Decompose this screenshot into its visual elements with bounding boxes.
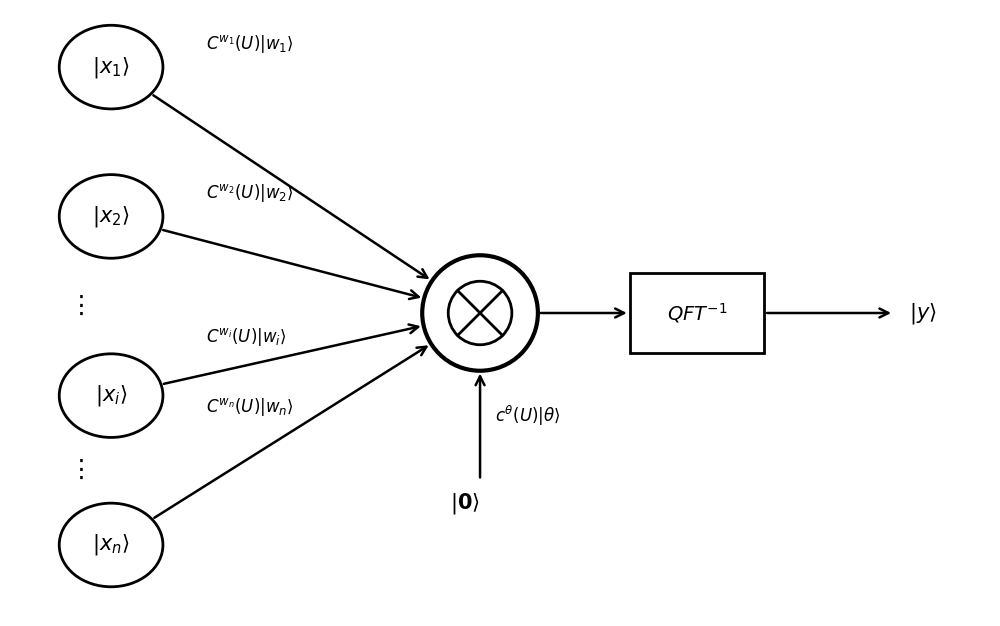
Text: $C^{w_i}(U)|w_i\rangle$: $C^{w_i}(U)|w_i\rangle$ [206,326,286,348]
Text: $|\mathbf{0}\rangle$: $|\mathbf{0}\rangle$ [450,491,480,516]
Circle shape [422,255,538,371]
Circle shape [448,281,512,345]
Text: $|y\rangle$: $|y\rangle$ [909,300,937,326]
Ellipse shape [59,503,163,587]
Ellipse shape [59,25,163,109]
Text: $QFT^{-1}$: $QFT^{-1}$ [667,301,727,325]
Text: $C^{w_n}(U)|w_n\rangle$: $C^{w_n}(U)|w_n\rangle$ [206,396,293,418]
Text: $\vdots$: $\vdots$ [68,294,84,318]
Text: $|x_2\rangle$: $|x_2\rangle$ [92,204,130,229]
Ellipse shape [59,175,163,259]
Text: $|x_n\rangle$: $|x_n\rangle$ [92,533,130,558]
Text: $\vdots$: $\vdots$ [68,458,84,482]
Ellipse shape [59,354,163,438]
Text: $C^{w_1}(U)|w_1\rangle$: $C^{w_1}(U)|w_1\rangle$ [206,33,293,55]
Text: $c^{\theta}(U)|\theta\rangle$: $c^{\theta}(U)|\theta\rangle$ [495,403,561,428]
Text: $C^{w_2}(U)|w_2\rangle$: $C^{w_2}(U)|w_2\rangle$ [206,183,293,205]
Bar [630,273,764,353]
Text: $|x_1\rangle$: $|x_1\rangle$ [92,54,130,80]
Text: $|x_i\rangle$: $|x_i\rangle$ [95,383,127,408]
